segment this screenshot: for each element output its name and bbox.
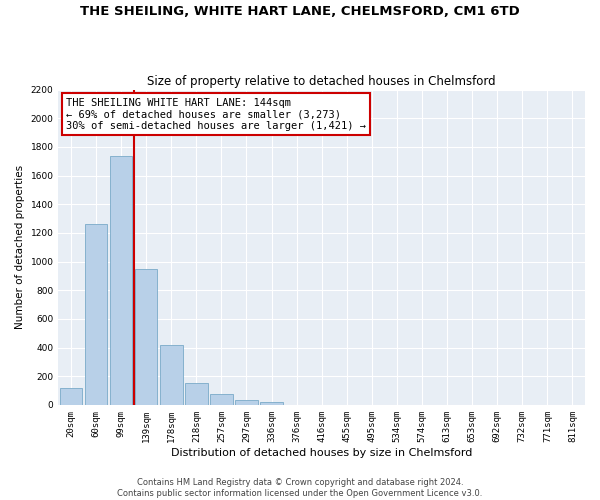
Bar <box>59 388 82 405</box>
Text: THE SHEILING WHITE HART LANE: 144sqm
← 69% of detached houses are smaller (3,273: THE SHEILING WHITE HART LANE: 144sqm ← 6… <box>67 98 367 130</box>
Bar <box>235 400 258 405</box>
Title: Size of property relative to detached houses in Chelmsford: Size of property relative to detached ho… <box>148 76 496 88</box>
Bar <box>185 382 208 405</box>
Bar <box>210 394 233 405</box>
Bar <box>85 224 107 405</box>
Text: THE SHEILING, WHITE HART LANE, CHELMSFORD, CM1 6TD: THE SHEILING, WHITE HART LANE, CHELMSFOR… <box>80 5 520 18</box>
Bar <box>260 402 283 405</box>
Bar <box>110 156 133 405</box>
Y-axis label: Number of detached properties: Number of detached properties <box>15 165 25 330</box>
Bar <box>135 268 157 405</box>
X-axis label: Distribution of detached houses by size in Chelmsford: Distribution of detached houses by size … <box>171 448 472 458</box>
Bar <box>160 346 182 405</box>
Text: Contains HM Land Registry data © Crown copyright and database right 2024.
Contai: Contains HM Land Registry data © Crown c… <box>118 478 482 498</box>
